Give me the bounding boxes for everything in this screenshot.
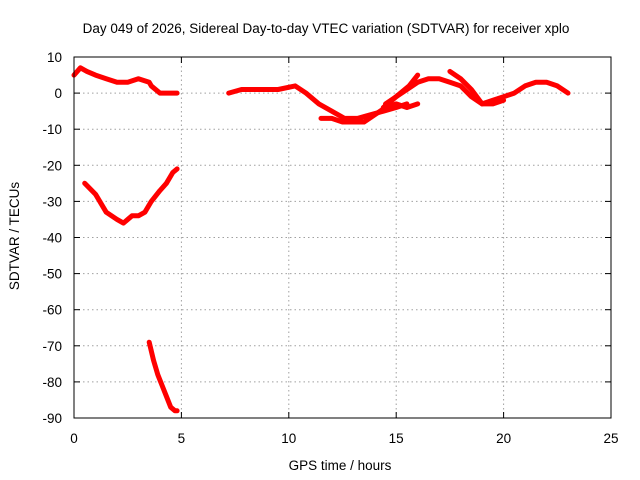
y-tick-label: -40 bbox=[42, 231, 62, 246]
series-layer bbox=[71, 65, 571, 414]
y-tick-label: -20 bbox=[42, 158, 62, 173]
series-line-3 bbox=[146, 339, 180, 414]
x-tick-label: 15 bbox=[389, 431, 404, 446]
y-tick-label: -90 bbox=[42, 411, 62, 426]
x-tick-label: 10 bbox=[281, 431, 296, 446]
x-axis-ticks: 0 5 10 15 20 25 bbox=[70, 57, 619, 446]
series-line-8 bbox=[447, 68, 571, 107]
y-tick-label: 0 bbox=[54, 86, 62, 101]
chart-title: Day 049 of 2026, Sidereal Day-to-day VTE… bbox=[83, 21, 570, 36]
y-axis-label: SDTVAR / TECUs bbox=[7, 182, 22, 291]
y-tick-label: -30 bbox=[42, 194, 62, 209]
series-line-2 bbox=[82, 166, 180, 226]
y-axis-ticks: 10 0 -10 -20 -30 -40 -50 -60 -70 -80 -90 bbox=[42, 50, 611, 426]
series-line-1 bbox=[71, 65, 180, 96]
y-tick-label: 10 bbox=[47, 50, 62, 65]
x-axis-label: GPS time / hours bbox=[289, 458, 392, 473]
series-line-7 bbox=[380, 72, 421, 110]
series-line-5 bbox=[318, 101, 421, 125]
x-tick-label: 20 bbox=[496, 431, 511, 446]
y-tick-label: -50 bbox=[42, 267, 62, 282]
grid-lines bbox=[74, 57, 611, 418]
x-tick-label: 5 bbox=[178, 431, 186, 446]
y-tick-label: -80 bbox=[42, 375, 62, 390]
x-tick-label: 25 bbox=[603, 431, 618, 446]
y-tick-label: -70 bbox=[42, 339, 62, 354]
y-tick-label: -60 bbox=[42, 303, 62, 318]
x-tick-label: 0 bbox=[70, 431, 78, 446]
y-tick-label: -10 bbox=[42, 122, 62, 137]
